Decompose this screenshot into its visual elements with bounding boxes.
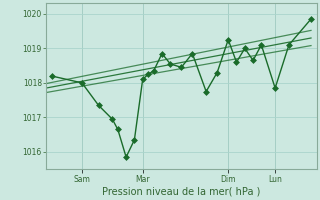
X-axis label: Pression niveau de la mer( hPa ): Pression niveau de la mer( hPa ) [102,187,260,197]
